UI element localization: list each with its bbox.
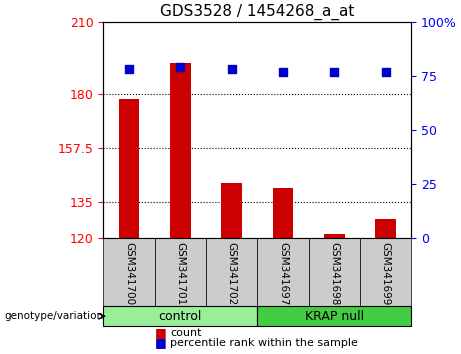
FancyBboxPatch shape bbox=[103, 306, 257, 326]
Text: GSM341699: GSM341699 bbox=[381, 242, 390, 305]
Text: GSM341702: GSM341702 bbox=[227, 242, 236, 305]
Point bbox=[177, 64, 184, 70]
FancyBboxPatch shape bbox=[257, 306, 411, 326]
Point bbox=[382, 69, 389, 74]
Title: GDS3528 / 1454268_a_at: GDS3528 / 1454268_a_at bbox=[160, 4, 355, 21]
Bar bbox=[221, 183, 242, 238]
Point bbox=[125, 67, 133, 72]
Text: GSM341701: GSM341701 bbox=[175, 242, 185, 305]
Text: ■: ■ bbox=[154, 336, 166, 349]
Point bbox=[279, 69, 287, 74]
Text: percentile rank within the sample: percentile rank within the sample bbox=[170, 338, 358, 348]
Bar bbox=[170, 63, 190, 238]
Point bbox=[331, 69, 338, 74]
Bar bbox=[118, 99, 139, 238]
Text: KRAP null: KRAP null bbox=[305, 310, 364, 323]
Text: GSM341697: GSM341697 bbox=[278, 242, 288, 305]
FancyBboxPatch shape bbox=[360, 238, 411, 306]
FancyBboxPatch shape bbox=[308, 238, 360, 306]
Text: control: control bbox=[159, 310, 202, 323]
Bar bbox=[272, 188, 293, 238]
Text: GSM341698: GSM341698 bbox=[329, 242, 339, 305]
FancyBboxPatch shape bbox=[103, 238, 154, 306]
FancyBboxPatch shape bbox=[257, 238, 308, 306]
Point bbox=[228, 67, 235, 72]
Text: genotype/variation: genotype/variation bbox=[4, 311, 103, 321]
FancyBboxPatch shape bbox=[154, 238, 206, 306]
FancyBboxPatch shape bbox=[206, 238, 257, 306]
Text: GSM341700: GSM341700 bbox=[124, 242, 134, 305]
Bar bbox=[324, 234, 344, 238]
Bar bbox=[375, 219, 396, 238]
Text: count: count bbox=[170, 327, 201, 337]
Text: ■: ■ bbox=[154, 326, 166, 339]
